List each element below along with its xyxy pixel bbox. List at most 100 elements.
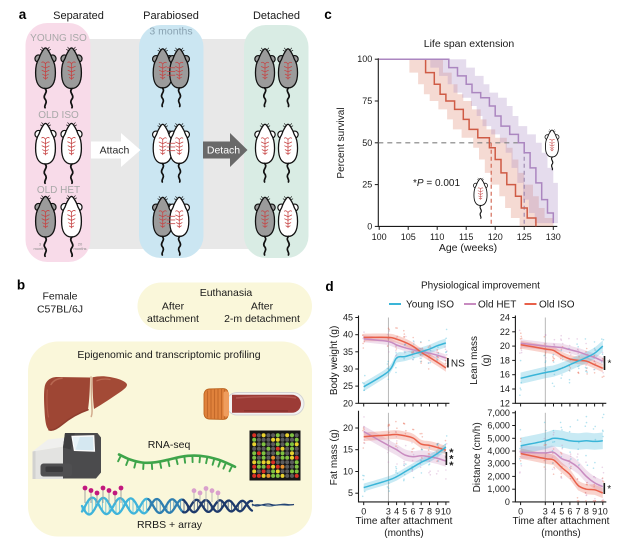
svg-text:0: 0 (361, 506, 366, 516)
svg-text:C57BL/6J: C57BL/6J (37, 304, 83, 316)
svg-text:8: 8 (427, 506, 432, 516)
svg-text:*: * (449, 460, 454, 472)
svg-text:months: months (33, 246, 46, 251)
svg-text:months: months (73, 246, 86, 251)
svg-text:9: 9 (435, 506, 440, 516)
svg-text:6: 6 (567, 506, 572, 516)
svg-text:Lean mass: Lean mass (469, 336, 480, 385)
svg-text:After: After (162, 301, 185, 313)
svg-text:115: 115 (459, 232, 473, 242)
svg-text:*: * (608, 359, 612, 370)
svg-text:6,000: 6,000 (487, 421, 510, 431)
svg-text:Fat mass (g): Fat mass (g) (329, 429, 340, 485)
svg-text:OLD ISO: OLD ISO (38, 110, 79, 121)
svg-text:120: 120 (488, 232, 503, 242)
svg-text:8: 8 (584, 506, 589, 516)
svg-text:5,000: 5,000 (487, 433, 510, 443)
svg-text:0: 0 (505, 497, 510, 507)
svg-text:10: 10 (598, 506, 608, 516)
svg-text:0: 0 (367, 221, 372, 231)
svg-text:Attach: Attach (100, 145, 130, 157)
svg-text:5: 5 (348, 488, 353, 498)
svg-text:15: 15 (343, 445, 353, 455)
svg-text:b: b (17, 278, 25, 293)
svg-text:Young ISO: Young ISO (406, 300, 454, 311)
svg-text:Epigenomic and transcriptomic: Epigenomic and transcriptomic profiling (77, 349, 260, 361)
svg-text:20: 20 (500, 341, 510, 351)
svg-text:*P = 0.001: *P = 0.001 (413, 178, 460, 189)
svg-text:(months): (months) (384, 528, 423, 539)
svg-text:2-m detachment: 2-m detachment (224, 313, 300, 325)
svg-text:Detach: Detach (207, 145, 240, 157)
svg-text:3: 3 (39, 242, 42, 247)
svg-text:Body weight (g): Body weight (g) (329, 326, 340, 395)
svg-text:24: 24 (500, 313, 510, 323)
svg-text:*: * (607, 484, 611, 495)
svg-text:9: 9 (592, 506, 597, 516)
svg-text:2,000: 2,000 (487, 471, 510, 481)
svg-text:7: 7 (576, 506, 581, 516)
svg-text:Age (weeks): Age (weeks) (439, 242, 497, 254)
svg-text:OLD HET: OLD HET (37, 185, 80, 196)
svg-text:6: 6 (411, 506, 416, 516)
svg-text:c: c (324, 7, 332, 22)
svg-text:(g): (g) (481, 354, 492, 366)
svg-text:Detached: Detached (253, 10, 300, 22)
svg-text:45: 45 (343, 313, 353, 323)
svg-text:16: 16 (500, 370, 510, 380)
svg-text:Separated: Separated (53, 10, 104, 22)
svg-text:30: 30 (343, 364, 353, 374)
svg-text:4,000: 4,000 (487, 446, 510, 456)
svg-text:(months): (months) (541, 528, 580, 539)
svg-text:50: 50 (362, 138, 372, 148)
svg-text:Time after attachment: Time after attachment (513, 516, 610, 527)
svg-text:Life span extension: Life span extension (424, 38, 515, 50)
svg-text:10: 10 (441, 506, 451, 516)
svg-text:4: 4 (394, 506, 399, 516)
svg-text:RNA-seq: RNA-seq (148, 439, 191, 451)
svg-text:125: 125 (517, 232, 532, 242)
svg-text:20: 20 (343, 423, 353, 433)
svg-text:10: 10 (343, 466, 353, 476)
svg-text:100: 100 (357, 54, 372, 64)
svg-text:d: d (325, 279, 333, 294)
svg-text:5: 5 (402, 506, 407, 516)
svg-text:Physiological improvement: Physiological improvement (421, 281, 540, 292)
svg-text:4: 4 (551, 506, 556, 516)
svg-text:20: 20 (78, 242, 83, 247)
svg-text:100: 100 (372, 232, 387, 242)
svg-text:12: 12 (500, 398, 510, 408)
svg-text:5: 5 (559, 506, 564, 516)
svg-text:Old HET: Old HET (478, 300, 516, 311)
svg-text:20: 20 (343, 398, 353, 408)
svg-text:7,000: 7,000 (487, 408, 510, 418)
svg-text:*: * (449, 447, 454, 459)
svg-text:Parabiosed: Parabiosed (143, 10, 199, 22)
svg-text:Time after attachment: Time after attachment (356, 516, 453, 527)
svg-text:3,000: 3,000 (487, 459, 510, 469)
svg-text:Old ISO: Old ISO (539, 300, 575, 311)
svg-text:40: 40 (343, 330, 353, 340)
svg-text:*: * (449, 454, 454, 466)
svg-text:130: 130 (546, 232, 561, 242)
svg-text:7: 7 (419, 506, 424, 516)
svg-text:22: 22 (500, 327, 510, 337)
svg-text:After: After (251, 301, 274, 313)
svg-text:25: 25 (343, 381, 353, 391)
svg-text:RRBS + array: RRBS + array (137, 519, 203, 531)
svg-text:3: 3 (386, 506, 391, 516)
svg-text:Female: Female (42, 291, 77, 303)
svg-text:35: 35 (343, 347, 353, 357)
svg-text:75: 75 (362, 96, 372, 106)
svg-text:NS: NS (451, 358, 465, 369)
svg-text:0: 0 (518, 506, 523, 516)
svg-text:105: 105 (401, 232, 416, 242)
svg-text:Percent survival: Percent survival (336, 107, 347, 178)
svg-text:YOUNG ISO: YOUNG ISO (30, 33, 87, 44)
svg-text:1,000: 1,000 (487, 484, 510, 494)
svg-text:18: 18 (500, 355, 510, 365)
svg-text:3 months: 3 months (149, 26, 192, 38)
svg-text:a: a (19, 7, 27, 22)
svg-text:14: 14 (500, 384, 510, 394)
svg-text:attachment: attachment (147, 313, 199, 325)
